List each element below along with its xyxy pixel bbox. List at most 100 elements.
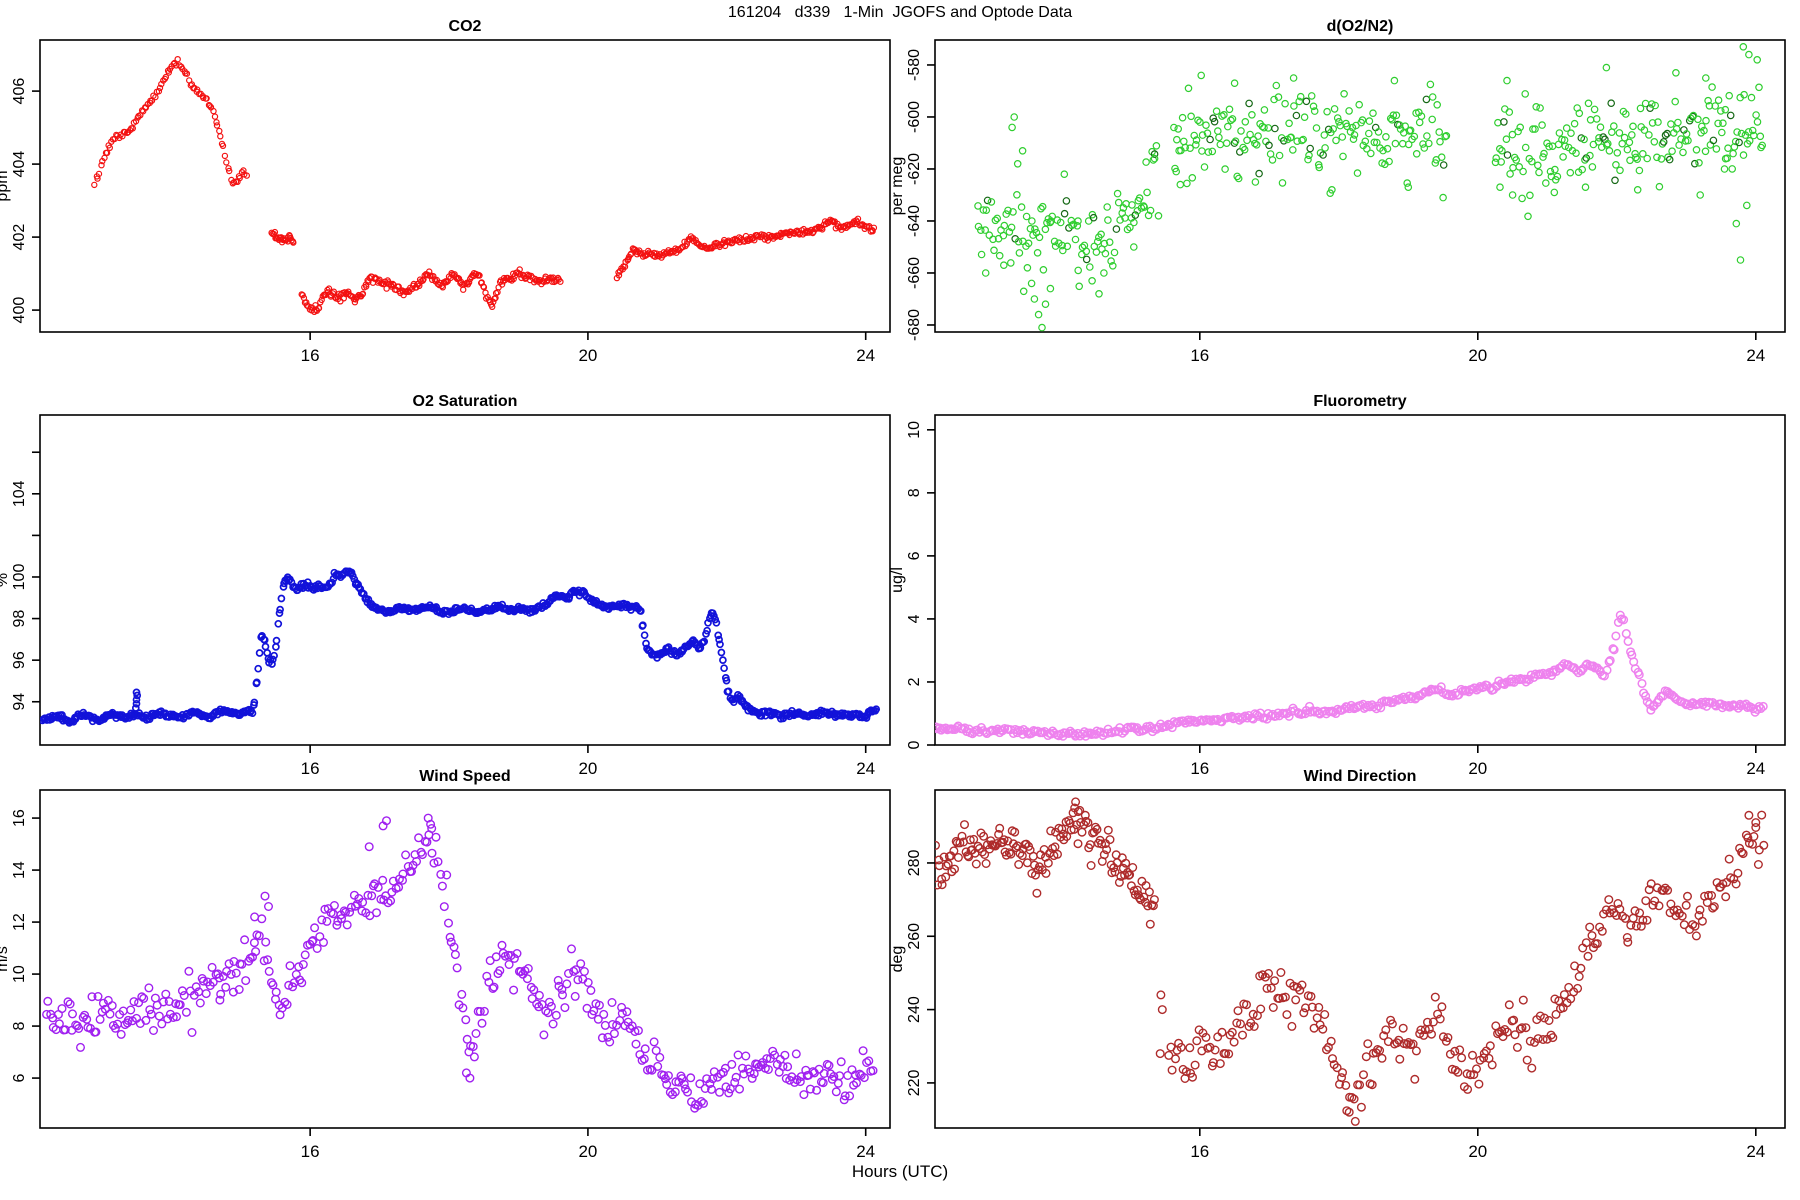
wspd-data-point bbox=[298, 960, 308, 970]
o2sat-data-point bbox=[250, 698, 259, 707]
wdir-data-point bbox=[1681, 900, 1691, 910]
wdir-data-point bbox=[1690, 921, 1700, 931]
wdir-data-point bbox=[1332, 1063, 1342, 1073]
wdir-data-point bbox=[949, 846, 959, 856]
o2sat-data-point bbox=[275, 609, 284, 617]
co2-data-point bbox=[106, 144, 114, 151]
wspd-data-point bbox=[724, 1088, 734, 1098]
fluor-data-point bbox=[1731, 701, 1741, 711]
o2n2-data-point bbox=[1659, 138, 1668, 146]
o2n2-data-point bbox=[1721, 105, 1730, 114]
o2n2-data-point bbox=[1088, 276, 1096, 285]
wspd-data-point bbox=[845, 1091, 855, 1101]
o2sat-data-point bbox=[261, 642, 270, 651]
wspd-data-point bbox=[468, 1042, 478, 1052]
wdir-y-axis-unit: deg bbox=[889, 946, 906, 973]
o2n2-y-tick-label: -660 bbox=[906, 257, 923, 289]
co2-data-point bbox=[91, 181, 98, 189]
o2n2-data-point bbox=[1104, 216, 1112, 224]
o2n2-data-point bbox=[1353, 169, 1362, 177]
wspd-data-point bbox=[858, 1046, 868, 1056]
o2n2-data-point bbox=[1620, 133, 1629, 142]
wdir-data-point bbox=[1355, 1080, 1365, 1090]
o2sat-data-point bbox=[279, 583, 288, 591]
o2n2-data-point bbox=[1237, 127, 1245, 135]
co2-data-point bbox=[203, 95, 210, 102]
co2-data-point bbox=[443, 278, 450, 286]
o2n2-data-point bbox=[1575, 109, 1584, 118]
wspd-data-point bbox=[240, 935, 250, 945]
o2n2-data-point bbox=[1745, 50, 1753, 59]
o2sat-points bbox=[40, 567, 881, 727]
wdir-data-point bbox=[1156, 990, 1166, 1000]
wdir-data-point bbox=[1363, 1039, 1373, 1049]
o2n2-data-point bbox=[1561, 142, 1570, 151]
o2n2-data-point bbox=[1272, 81, 1281, 90]
o2n2-x-tick-label: 20 bbox=[1468, 346, 1487, 365]
wdir-data-point bbox=[1574, 972, 1584, 982]
wdir-data-point bbox=[1457, 1053, 1467, 1063]
fluor-y-tick-label: 0 bbox=[906, 740, 923, 749]
wspd-data-point bbox=[442, 870, 452, 880]
wdir-data-point bbox=[1167, 1065, 1177, 1075]
fluor-data-point bbox=[1557, 661, 1567, 671]
co2-data-point bbox=[615, 272, 623, 279]
wspd-data-point bbox=[539, 1030, 549, 1040]
wspd-data-point bbox=[551, 1010, 561, 1020]
o2n2-data-point bbox=[1100, 239, 1109, 248]
wspd-data-point bbox=[433, 857, 443, 867]
wdir-data-point bbox=[941, 872, 951, 882]
o2n2-data-point bbox=[1089, 213, 1098, 222]
wspd-data-point bbox=[696, 1096, 706, 1106]
wspd-data-point bbox=[579, 967, 589, 977]
o2n2-data-point bbox=[982, 206, 991, 215]
wdir-data-point bbox=[1210, 1045, 1220, 1055]
wspd-data-point bbox=[254, 931, 264, 941]
o2n2-data-point bbox=[1323, 107, 1331, 116]
fluor-data-point bbox=[1526, 670, 1536, 680]
wdir-data-point bbox=[1114, 877, 1124, 887]
wspd-data-point bbox=[677, 1074, 687, 1084]
o2n2-data-point bbox=[1142, 158, 1150, 166]
o2sat-y-axis-unit: % bbox=[0, 573, 11, 587]
wdir-x-tick-label: 16 bbox=[1190, 1142, 1209, 1161]
wspd-data-point bbox=[294, 962, 304, 972]
wdir-data-point bbox=[1581, 938, 1591, 948]
wdir-data-point bbox=[1145, 919, 1155, 929]
o2n2-data-point bbox=[999, 261, 1008, 270]
wspd-data-point bbox=[509, 953, 519, 963]
wspd-data-point bbox=[805, 1084, 815, 1094]
o2n2-data-point bbox=[1758, 141, 1767, 150]
wspd-data-point bbox=[640, 1044, 650, 1054]
fluor-data-point bbox=[1142, 722, 1152, 732]
o2n2-data-point bbox=[1018, 147, 1027, 155]
co2-data-point bbox=[465, 279, 473, 286]
wspd-data-point bbox=[819, 1068, 829, 1078]
co2-data-point bbox=[451, 271, 458, 278]
wdir-data-point bbox=[1628, 913, 1638, 923]
wdir-data-point bbox=[1375, 1045, 1385, 1055]
wspd-data-point bbox=[558, 990, 568, 1000]
co2-data-point bbox=[183, 70, 191, 77]
wdir-data-point bbox=[1089, 827, 1099, 837]
fluor-data-point bbox=[1211, 715, 1221, 726]
wdir-y-tick-label: 260 bbox=[906, 923, 923, 950]
o2n2-data-point bbox=[1023, 263, 1032, 272]
o2n2-data-point bbox=[1602, 63, 1611, 72]
wspd-data-point bbox=[586, 985, 596, 995]
o2n2-data-point bbox=[1248, 111, 1256, 119]
wdir-data-point bbox=[1659, 886, 1669, 896]
o2n2-data-point bbox=[1140, 203, 1149, 211]
o2n2-data-point bbox=[1026, 224, 1035, 233]
wspd-y-tick-label: 8 bbox=[11, 1022, 28, 1031]
o2n2-data-point bbox=[1361, 137, 1370, 146]
wdir-data-point bbox=[1327, 1054, 1337, 1064]
o2n2-data-point bbox=[1695, 159, 1703, 167]
o2n2-data-point bbox=[1379, 146, 1387, 155]
o2sat-plot-border bbox=[39, 414, 891, 746]
o2n2-data-point bbox=[1635, 166, 1644, 175]
o2n2-data-point bbox=[1019, 287, 1028, 296]
o2n2-data-point bbox=[1037, 204, 1045, 213]
